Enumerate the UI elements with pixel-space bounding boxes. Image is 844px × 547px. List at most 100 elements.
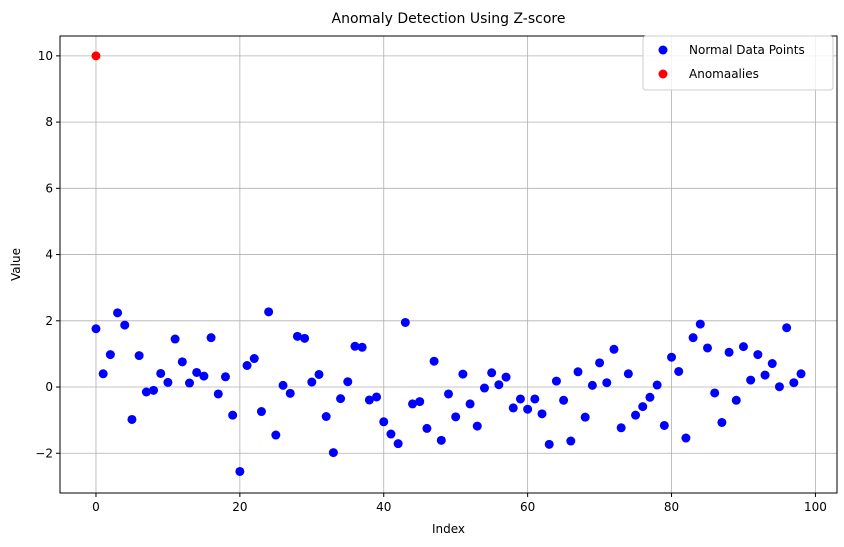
normal-data-point (113, 308, 123, 318)
normal-data-point (134, 351, 144, 361)
normal-data-point (681, 433, 691, 443)
normal-data-point (415, 397, 425, 407)
normal-data-point (350, 341, 360, 351)
normal-data-point (278, 380, 288, 390)
normal-data-point (695, 319, 705, 329)
normal-data-point (645, 392, 655, 402)
legend-marker-normal (658, 45, 668, 55)
normal-data-point (753, 350, 763, 360)
normal-data-point (789, 378, 799, 388)
normal-data-point (163, 377, 173, 387)
chart-title: Anomaly Detection Using Z-score (332, 11, 566, 27)
normal-data-point (487, 368, 497, 378)
normal-data-point (494, 380, 504, 390)
normal-data-point (199, 371, 209, 381)
normal-data-point (746, 375, 756, 385)
x-tick-label: 100 (804, 500, 827, 514)
axis-ticks: 0 20 40 60 80 100 −2 0 2 4 6 8 10 (35, 49, 827, 514)
normal-data-point (573, 367, 583, 377)
legend-marker-anomalies (658, 69, 668, 79)
y-tick-label: 10 (38, 49, 53, 63)
normal-data-point (328, 448, 338, 458)
normal-data-point (710, 388, 720, 398)
normal-data-point (256, 407, 266, 417)
normal-data-point (292, 331, 302, 341)
legend-label-normal: Normal Data Points (689, 43, 805, 57)
normal-data-point (422, 423, 432, 433)
normal-data-point (249, 354, 259, 364)
normal-data-point (91, 324, 101, 334)
normal-data-point (285, 388, 295, 398)
data-points (91, 51, 806, 476)
normal-data-point (566, 436, 576, 446)
normal-data-point (782, 323, 792, 333)
normal-data-point (393, 439, 403, 449)
normal-data-point (587, 380, 597, 390)
normal-data-point (631, 410, 641, 420)
y-tick-label: 0 (45, 380, 53, 394)
x-tick-label: 60 (520, 500, 535, 514)
normal-data-point (271, 430, 281, 440)
normal-data-point (192, 367, 202, 377)
normal-data-point (724, 347, 734, 357)
normal-data-point (638, 402, 648, 412)
normal-data-point (379, 417, 389, 427)
y-axis-label: Value (9, 248, 23, 281)
normal-data-point (314, 369, 324, 379)
normal-data-point (300, 333, 310, 343)
normal-data-point (667, 352, 677, 362)
normal-data-point (156, 368, 166, 378)
x-tick-label: 80 (664, 500, 679, 514)
normal-data-point (213, 389, 223, 399)
normal-data-point (580, 412, 590, 422)
normal-data-point (559, 395, 569, 405)
normal-data-point (386, 429, 396, 439)
normal-data-point (343, 377, 353, 387)
y-tick-label: 8 (45, 115, 53, 129)
normal-data-point (530, 394, 540, 404)
normal-data-point (472, 421, 482, 431)
normal-data-point (436, 435, 446, 445)
normal-data-point (652, 380, 662, 390)
normal-data-point (537, 409, 547, 419)
normal-data-point (321, 412, 331, 422)
y-tick-label: 6 (45, 181, 53, 195)
normal-data-point (429, 356, 439, 366)
normal-data-point (105, 350, 115, 360)
normal-data-point (206, 333, 216, 343)
normal-data-point (228, 410, 238, 420)
normal-data-point (264, 307, 274, 317)
normal-data-point (336, 394, 346, 404)
normal-data-point (357, 342, 367, 352)
anomaly-point (91, 51, 101, 61)
normal-data-point (444, 389, 453, 399)
plot-frame (59, 35, 838, 494)
normal-data-point (595, 358, 605, 368)
normal-data-point (220, 372, 230, 382)
normal-data-point (731, 395, 741, 405)
normal-data-point (400, 317, 410, 327)
normal-data-point (451, 412, 461, 422)
normal-data-point (170, 334, 180, 344)
normal-data-point (796, 369, 806, 379)
normal-data-point (127, 414, 137, 424)
normal-data-point (141, 387, 151, 397)
normal-data-point (458, 369, 468, 379)
normal-data-point (674, 366, 684, 376)
normal-data-point (465, 399, 475, 409)
normal-data-point (408, 399, 418, 409)
normal-data-point (185, 378, 194, 388)
legend-label-anomalies: Anomaalies (689, 67, 759, 81)
y-tick-label: 4 (45, 248, 53, 262)
x-tick-label: 0 (92, 500, 100, 514)
normal-data-point (479, 383, 489, 393)
y-tick-label: −2 (35, 446, 53, 460)
normal-data-point (688, 333, 698, 343)
normal-data-point (602, 378, 612, 388)
normal-data-point (149, 385, 159, 395)
normal-data-point (659, 420, 669, 430)
normal-data-point (242, 361, 252, 371)
normal-data-point (767, 359, 777, 369)
